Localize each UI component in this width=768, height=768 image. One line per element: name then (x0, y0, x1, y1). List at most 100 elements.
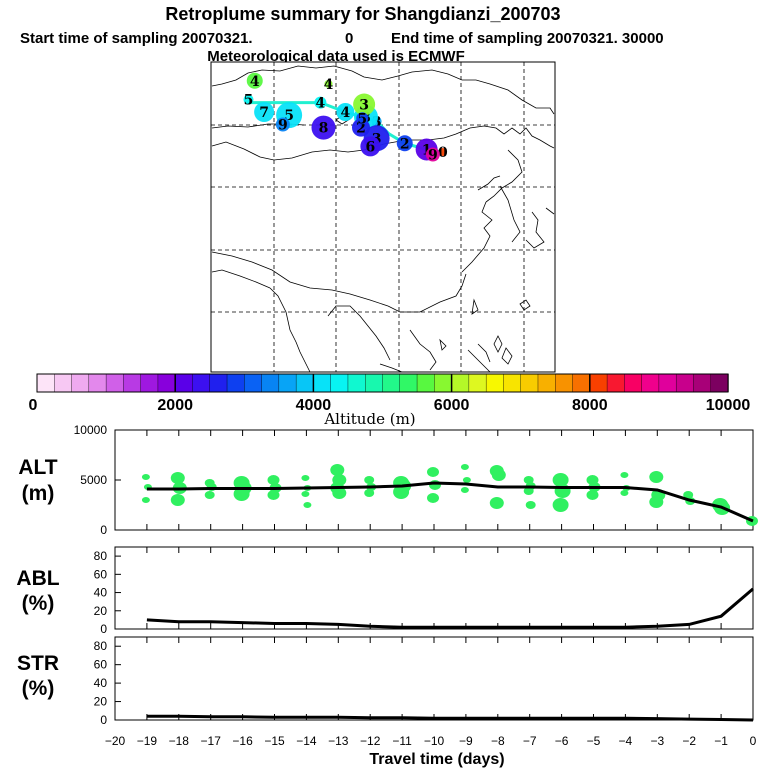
alt-panel: ALT (m) 0 5000 10000 (18, 423, 758, 537)
trajectory-point-label: 9 (428, 148, 438, 164)
colorbar-cell (710, 373, 729, 393)
x-tick-label: −12 (360, 734, 381, 748)
x-tick-label: −19 (137, 734, 158, 748)
abl-panel-frame (114, 546, 754, 630)
trajectory-point (311, 115, 336, 140)
trajectory-point (336, 103, 355, 121)
colorbar-cell (174, 373, 194, 393)
colorbar-cell (606, 373, 626, 393)
alt-cluster-point (525, 501, 536, 509)
trajectory-point (243, 94, 254, 105)
y-tick-label: 40 (94, 586, 108, 600)
alt-panel-label: ALT (18, 456, 57, 479)
colorbar-tick-label: 10000 (706, 397, 751, 414)
y-tick-label: 60 (94, 658, 108, 672)
trajectory-point (246, 72, 263, 89)
trajectory-point-label: 3 (359, 98, 369, 114)
alt-cluster-point (141, 474, 150, 480)
y-tick-label: 60 (94, 567, 108, 581)
colorbar-title: Altitude (m) (323, 410, 415, 428)
colorbar-cell (693, 373, 712, 393)
y-tick-label: 0 (100, 713, 107, 727)
y-tick-label: 20 (94, 695, 108, 709)
alt-cluster-point (330, 464, 345, 476)
alt-cluster-point (393, 485, 410, 499)
colorbar-cell (572, 373, 591, 393)
y-tick-label: 80 (94, 549, 108, 563)
x-tick-label: −3 (650, 734, 664, 748)
colorbar-cell (485, 373, 505, 393)
colorbar-cell (503, 373, 522, 393)
x-tick-label: −7 (523, 734, 537, 748)
start-time-label: Start time of sampling 20070321. (20, 30, 253, 47)
map-gridlines (211, 62, 555, 372)
trajectory-point (324, 79, 333, 88)
alt-cluster-point (364, 489, 375, 497)
colorbar-cell (278, 373, 297, 393)
y-tick-label: 0 (100, 523, 107, 537)
x-tick-label: −1 (714, 734, 728, 748)
alt-cluster-point (170, 472, 185, 484)
alt-cluster-point (233, 487, 250, 501)
str-panel-frame (114, 636, 754, 721)
y-tick-label: 80 (94, 639, 108, 653)
trajectory-point (360, 136, 381, 157)
colorbar-cell (330, 373, 349, 393)
alt-cluster-point (429, 480, 441, 490)
alt-mean-line (146, 481, 754, 523)
x-tick-label: −11 (392, 734, 412, 748)
trajectory-point-label: 0 (438, 145, 448, 161)
colorbar-cell (36, 373, 55, 393)
x-tick-label: −9 (459, 734, 473, 748)
y-tick-label: 5000 (80, 473, 107, 487)
colorbar-cell (157, 373, 176, 393)
alt-cluster-point (204, 491, 215, 499)
colorbar-cell (261, 373, 280, 393)
trajectory-point-label: 1 (422, 143, 432, 159)
x-tick-label: 0 (750, 734, 757, 748)
trajectory-point-label: 8 (319, 121, 329, 137)
alt-cluster-point (364, 476, 375, 484)
trajectory-point (275, 117, 290, 132)
y-tick-label: 20 (94, 604, 108, 618)
colorbar-cell (71, 373, 90, 393)
colorbar-cell (209, 373, 228, 393)
abl-line (146, 587, 754, 629)
colorbar-cell (624, 373, 643, 393)
alt-cluster-point (301, 475, 310, 481)
alt-cluster-point (620, 490, 629, 496)
colorbar-cell (520, 373, 539, 393)
trajectory-point-label: 2 (356, 121, 366, 137)
colorbar-tick-label: 6000 (434, 397, 470, 414)
colorbar-tick-label: 8000 (572, 397, 608, 414)
alt-cluster-point (460, 464, 469, 470)
colorbar-cell (434, 373, 453, 393)
colorbar-cell (313, 373, 332, 393)
trajectory-points: 01233445794345825369 (243, 72, 448, 164)
colorbar-cell (675, 373, 695, 393)
x-tick-label: −4 (619, 734, 633, 748)
y-tick-label: 40 (94, 676, 108, 690)
alt-cluster-point (460, 487, 469, 493)
trajectory-point (254, 102, 275, 122)
trajectory-point-label: 5 (357, 111, 367, 127)
colorbar-cell (226, 373, 245, 393)
trajectory-point-label: 2 (400, 136, 410, 152)
trajectory-point (438, 148, 447, 156)
alt-cluster-point (301, 491, 310, 497)
colorbar-cell (365, 373, 384, 393)
alt-cluster-point (586, 490, 599, 500)
alt-scatter-clusters (141, 464, 758, 526)
trajectory-point-label: 4 (316, 96, 326, 112)
colorbar-cell (416, 373, 436, 393)
map-panel: 01233445794345825369 (210, 61, 556, 373)
alt-panel-unit: (m) (22, 482, 55, 505)
alt-cluster-point (489, 497, 504, 509)
alt-cluster-point (552, 498, 569, 512)
alt-cluster-point (303, 502, 312, 508)
colorbar-cell (399, 373, 418, 393)
alt-cluster-point (332, 487, 347, 499)
alt-cluster-point (267, 475, 280, 485)
end-time-label: End time of sampling 20070321. 30000 (391, 30, 664, 47)
x-axis-label: Travel time (days) (369, 751, 504, 768)
